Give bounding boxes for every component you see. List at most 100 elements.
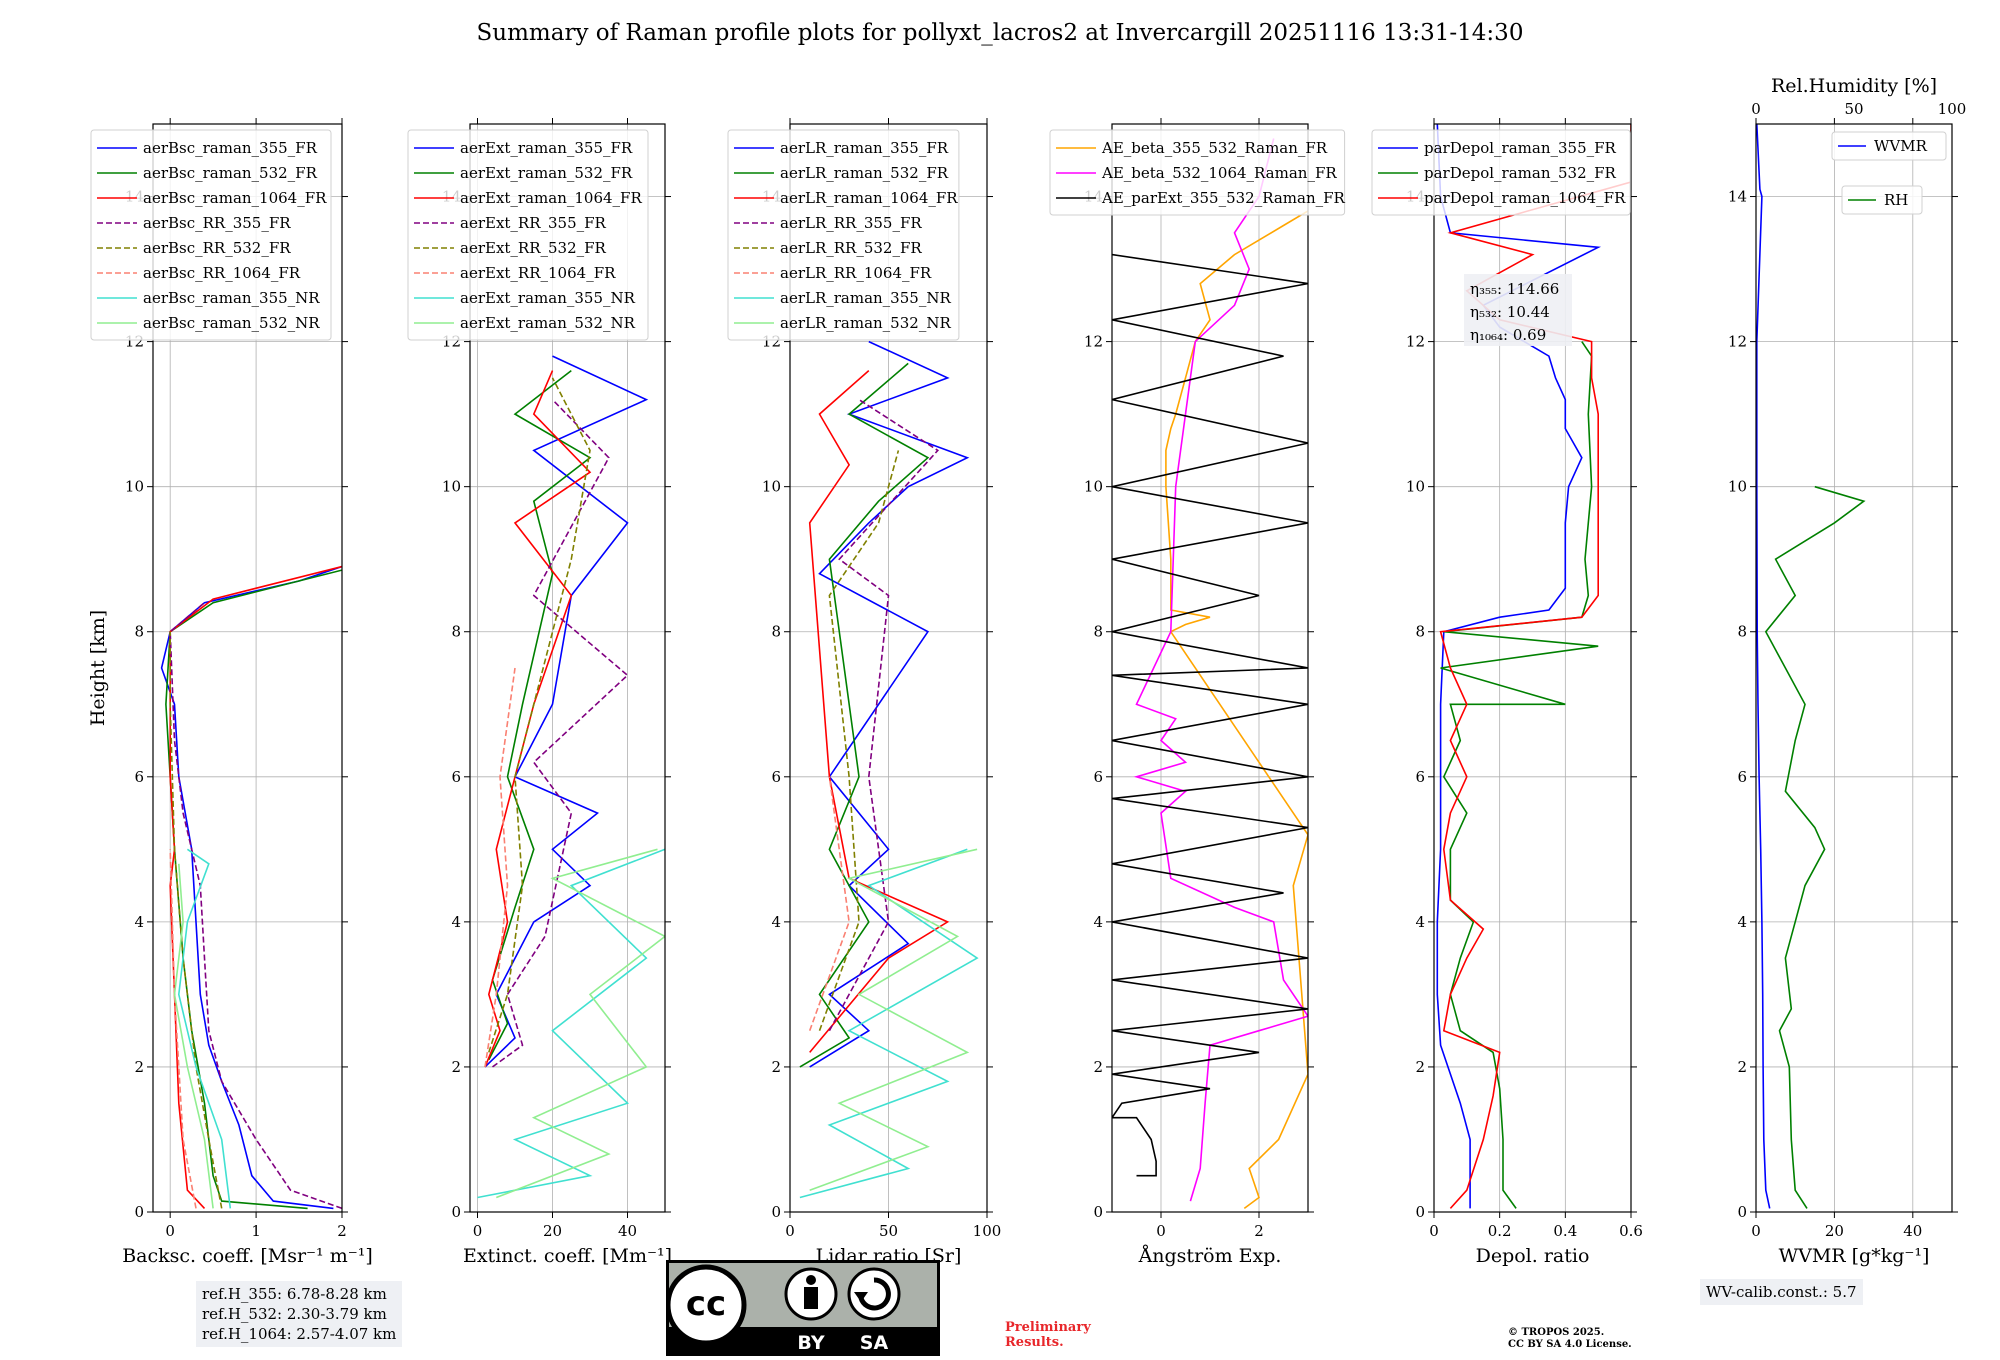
panel-lidar_ratio: 02468101214050100Lidar ratio [Sr]aerLR_r… — [727, 118, 1002, 1267]
legend-label: aerLR_raman_532_FR — [780, 164, 949, 182]
legend-label: RH — [1884, 191, 1908, 209]
legend-box — [727, 129, 960, 341]
y-tick-label: 2 — [1415, 1058, 1425, 1076]
annotation-text: η₃₅₅: 114.66 — [1470, 280, 1559, 298]
x-tick-label: 40 — [1903, 1222, 1922, 1240]
x-tick-label: 0.4 — [1553, 1222, 1577, 1240]
series-group — [799, 340, 979, 1199]
copyright-line-1: © TROPOS 2025. — [1508, 1327, 1605, 1338]
x-tick-label: 0 — [1156, 1222, 1166, 1240]
legend-box — [1371, 129, 1631, 216]
x-tick-label: 0.6 — [1619, 1222, 1643, 1240]
legend-label: aerExt_raman_355_FR — [460, 139, 633, 157]
legend-label: aerExt_RR_532_FR — [460, 239, 607, 257]
y-tick-label: 8 — [1415, 623, 1425, 641]
y-tick-label: 8 — [134, 623, 144, 641]
legend-label: aerBsc_raman_532_FR — [143, 164, 318, 182]
x-tick-label: 1 — [251, 1222, 261, 1240]
x2-axis-label: Rel.Humidity [%] — [1771, 75, 1937, 97]
legend-backscatter: aerBsc_raman_355_FR aerBsc_raman_532_FRae… — [90, 129, 332, 341]
series-line-aerExt_raman_355_FR — [484, 355, 649, 1068]
x-tick-label: 20 — [1825, 1222, 1844, 1240]
x-tick-label: 20 — [543, 1222, 562, 1240]
series-line-aerExt_RR_532_FR — [488, 377, 591, 1053]
legend-RH: RH — [1841, 185, 1923, 215]
legend-label: aerExt_raman_1064_FR — [460, 189, 642, 207]
panel-water_vapor: 0 2 4 6 8 10 12 14 0 20 40 WVMR [g*kg⁻¹] 0 50 100Rel.H… — [1728, 75, 1966, 1267]
x2-tick-label: 50 — [1844, 100, 1863, 118]
y-tick-label: 4 — [771, 913, 781, 931]
legend-angstrom: AE_beta_355_532_Raman_FR AE_beta_532_1064… — [1049, 129, 1346, 216]
by-person-body — [804, 1287, 818, 1309]
x-tick-label: 100 — [973, 1222, 1002, 1240]
y-tick-label: 0 — [451, 1203, 461, 1221]
figure-title: Summary of Raman profile plots for polly… — [476, 20, 1524, 46]
legend-box — [1831, 131, 1947, 161]
legend-label: AE_beta_355_532_Raman_FR — [1101, 139, 1328, 157]
x-tick-label: 0.2 — [1488, 1222, 1512, 1240]
y-tick-label: 6 — [1093, 768, 1103, 786]
y-tick-label: 0 — [771, 1203, 781, 1221]
legend-label: aerBsc_raman_532_NR — [143, 314, 320, 332]
panel-angstrom: 0246810121402Ångström Exp.AE_beta_355_53… — [1049, 118, 1346, 1267]
y-tick-label: 10 — [442, 478, 461, 496]
y-axis-label: Height [km] — [87, 610, 109, 726]
y-tick-label: 6 — [134, 768, 144, 786]
legend-label: AE_parExt_355_532_Raman_FR — [1101, 189, 1346, 207]
series-line-aerExt_raman_355_NR — [477, 848, 665, 1199]
legend-label: parDepol_raman_532_FR — [1424, 164, 1617, 182]
panel-frame — [152, 123, 343, 1213]
legend-label: parDepol_raman_355_FR — [1424, 139, 1617, 157]
legend-label: aerExt_RR_1064_FR — [460, 264, 616, 282]
y-tick-label: 6 — [771, 768, 781, 786]
series-line-aerLR_raman_532_NR — [809, 848, 978, 1191]
legend-label: aerExt_raman_532_NR — [460, 314, 636, 332]
y-tick-label: 8 — [451, 623, 461, 641]
legend-label: aerExt_RR_355_FR — [460, 214, 607, 232]
x2-tick-label: 0 — [1751, 100, 1761, 118]
series-group — [477, 355, 665, 1199]
series-line-aerExt_raman_532_NR — [496, 848, 665, 1199]
legend-label: aerExt_raman_355_NR — [460, 289, 636, 307]
legend-label: aerLR_RR_532_FR — [780, 239, 922, 257]
by-person-head — [806, 1275, 816, 1285]
annotation-text: η₅₃₂: 10.44 — [1470, 303, 1550, 321]
series-line-aerBsc_raman_355_FR — [160, 565, 342, 1210]
wv-calib-box: WV-calib.const.: 5.7 — [1700, 1279, 1863, 1305]
series-line-parDepol_raman_532_FR — [1440, 341, 1599, 1209]
sa-share-icon — [847, 1267, 901, 1321]
by-label: BY — [797, 1332, 824, 1354]
y-tick-label: 4 — [134, 913, 144, 931]
legend-box — [1049, 129, 1346, 216]
y-tick-label: 0 — [1415, 1203, 1425, 1221]
legend-label: aerLR_RR_1064_FR — [780, 264, 932, 282]
y-tick-label: 10 — [1084, 478, 1103, 496]
legend-label: aerLR_RR_355_FR — [780, 214, 922, 232]
x-tick-label: 0 — [785, 1222, 795, 1240]
legend-lidar_ratio: aerLR_raman_355_FR aerLR_raman_532_FR aerL… — [727, 129, 960, 341]
sa-label: SA — [860, 1332, 889, 1354]
series-line-AE_parExt_355_532_Raman_FR — [1112, 253, 1308, 1177]
y-tick-label: 2 — [134, 1058, 144, 1076]
legend-label: aerBsc_RR_355_FR — [143, 214, 291, 232]
panel-frame — [1111, 123, 1309, 1213]
cc-logo-text: cc — [686, 1284, 726, 1324]
y-tick-label: 2 — [451, 1058, 461, 1076]
ref-height-1064: ref.H_1064: 2.57-4.07 km — [202, 1325, 397, 1343]
y-tick-label: 6 — [451, 768, 461, 786]
panel-extinction: 0246810121402040Extinct. coeff. [Mm⁻¹]ae… — [407, 118, 672, 1267]
ref-height-355: ref.H_355: 6.78-8.28 km — [202, 1285, 387, 1303]
y-tick-label: 6 — [1737, 768, 1747, 786]
annotation-text: η₁₀₆₄: 0.69 — [1470, 326, 1546, 344]
cc-logo-icon — [666, 1264, 747, 1346]
y-tick-label: 0 — [1093, 1203, 1103, 1221]
series-line-aerExt_raman_1064_FR — [484, 370, 592, 1068]
legend-label: aerBsc_raman_355_NR — [143, 289, 320, 307]
copyright-line-2: CC BY SA 4.0 License. — [1508, 1339, 1632, 1350]
panel-frame — [1433, 123, 1632, 1213]
legend-label: aerLR_raman_1064_FR — [780, 189, 958, 207]
y-tick-label: 12 — [1084, 333, 1103, 351]
y-tick-label: 2 — [771, 1058, 781, 1076]
x-tick-label: 0 — [473, 1222, 483, 1240]
